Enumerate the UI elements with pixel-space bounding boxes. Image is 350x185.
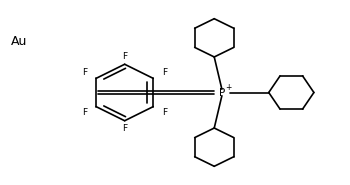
Text: +: + (226, 83, 232, 92)
Text: F: F (122, 125, 127, 133)
Text: F: F (122, 52, 127, 60)
Text: F: F (82, 108, 87, 117)
Text: P: P (219, 88, 225, 97)
Text: F: F (82, 68, 87, 77)
Text: F: F (162, 68, 167, 77)
Text: Au: Au (10, 35, 27, 48)
Text: F: F (162, 108, 167, 117)
